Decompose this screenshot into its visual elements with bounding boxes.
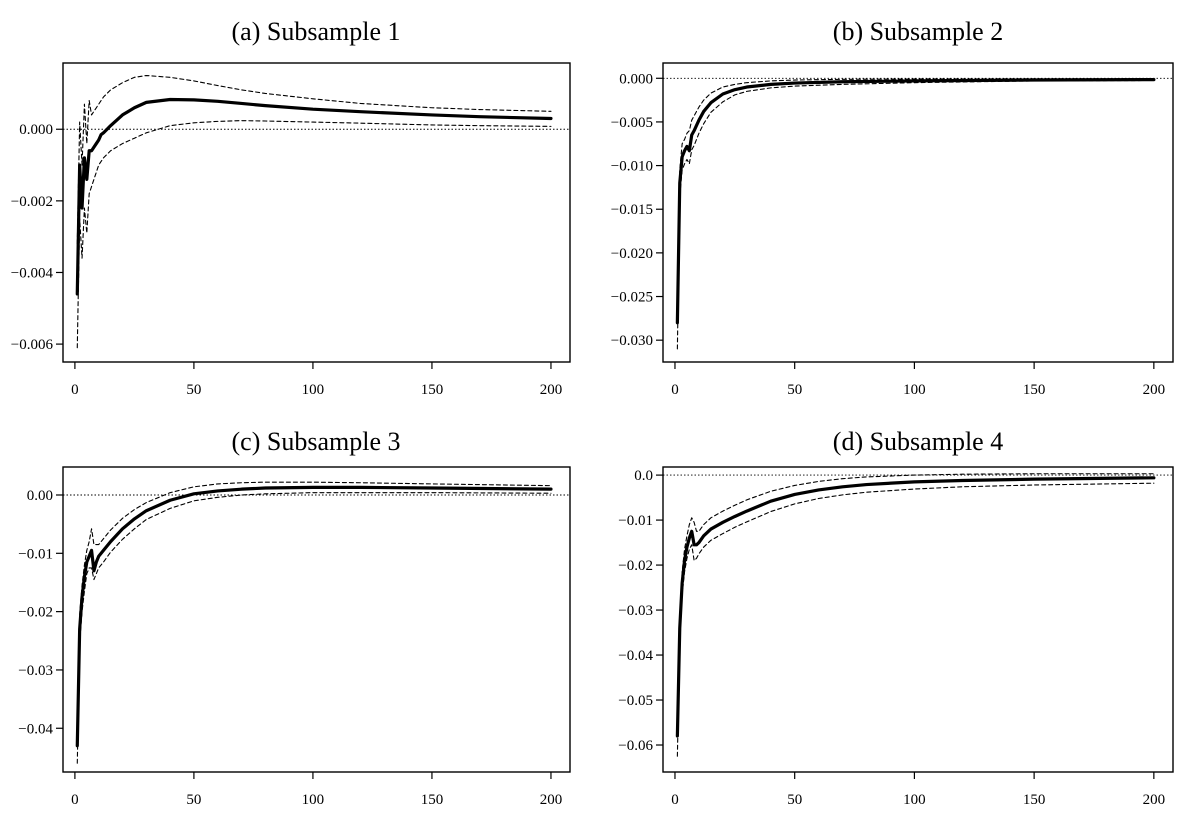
chart-b-x-tick-label: 200	[1143, 382, 1166, 398]
chart-c-title: (c) Subsample 3	[232, 427, 401, 456]
chart-c-x-tick-label: 150	[421, 792, 444, 808]
chart-b-series-lower-band	[676, 79, 1155, 350]
chart-d-y-tick-label: −0.04	[618, 648, 653, 664]
chart-c-x-tick-label: 50	[186, 792, 201, 808]
chart-a-y-tick-label: 0.000	[19, 122, 53, 138]
chart-c-x-tick-label: 0	[71, 792, 79, 808]
chart-d-series-upper-band	[676, 473, 1155, 724]
chart-d-series-estimate	[675, 476, 1156, 738]
chart-d-x-tick-label: 100	[903, 792, 926, 808]
chart-b-y-tick-label: −0.010	[611, 159, 653, 175]
chart-panel-c: (c) Subsample 3 0 50 100 150 200 −0.04 −0.03 −0.…	[0, 410, 600, 820]
chart-d-x-tick-label: 150	[1023, 792, 1045, 808]
chart-c-series-upper-band	[76, 481, 552, 735]
chart-d-y-tick-label: 0.0	[634, 468, 653, 484]
chart-b-series-upper-band	[676, 78, 1155, 302]
chart-a-y-tick-label: −0.006	[11, 337, 54, 353]
chart-b-x-tick-label: 50	[787, 382, 802, 398]
chart-d-y-tick-label: −0.05	[618, 693, 653, 709]
chart-d-svg: (d) Subsample 4 0 50 100 150 200 −0.06 −0.05 −0.…	[618, 427, 1174, 808]
chart-b-y-tick-label: 0.000	[619, 71, 653, 87]
chart-c-y-tick-label: −0.02	[18, 605, 53, 621]
chart-b-y-tick-label: −0.030	[611, 333, 653, 349]
chart-c-x-tick-label: 100	[302, 792, 325, 808]
chart-b-frame	[662, 62, 1174, 363]
chart-d-y-tick-label: −0.06	[618, 738, 653, 754]
chart-c-x-tick-label: 200	[540, 792, 563, 808]
chart-b-x-tick-label: 0	[671, 382, 679, 398]
chart-a-y-tick-label: −0.002	[11, 194, 53, 210]
chart-d-title: (d) Subsample 4	[833, 427, 1003, 456]
chart-b-svg: (b) Subsample 2 0 50 100 150 200 −0.030 −0.025 −…	[611, 17, 1174, 398]
chart-a-series-upper-band	[76, 74, 552, 245]
chart-c-y-tick-label: 0.00	[27, 488, 53, 504]
chart-d-y-tick-label: −0.03	[618, 603, 653, 619]
chart-b-y-tick-label: −0.025	[611, 290, 653, 306]
chart-a-title: (a) Subsample 1	[232, 17, 401, 46]
chart-d-y-tick-label: −0.01	[618, 513, 653, 529]
chart-a-series-lower-band	[76, 120, 552, 349]
chart-b-y-tick-label: −0.005	[611, 115, 653, 131]
chart-a-y-tick-label: −0.004	[11, 265, 54, 281]
chart-c-y-tick-label: −0.03	[18, 663, 53, 679]
chart-panel-d: (d) Subsample 4 0 50 100 150 200 −0.06 −0.05 −0.…	[590, 410, 1190, 820]
chart-c-frame	[62, 466, 571, 773]
chart-a-x-tick-label: 0	[71, 382, 79, 398]
chart-a-frame	[62, 62, 571, 363]
chart-b-y-tick-label: −0.020	[611, 246, 653, 262]
chart-b-title: (b) Subsample 2	[833, 17, 1003, 46]
chart-b-y-tick-label: −0.015	[611, 202, 653, 218]
chart-a-svg: (a) Subsample 1 0 50 100 150 200 −0.006 −0.004 −…	[11, 17, 571, 398]
chart-c-y-tick-label: −0.04	[18, 721, 53, 737]
chart-d-frame	[662, 466, 1174, 773]
chart-a-series-estimate	[75, 97, 553, 296]
chart-a-x-tick-label: 200	[540, 382, 563, 398]
chart-a-x-tick-label: 50	[186, 382, 201, 398]
chart-a-x-tick-label: 150	[421, 382, 444, 398]
chart-d-x-tick-label: 200	[1143, 792, 1166, 808]
chart-b-series-estimate	[675, 77, 1156, 325]
chart-panel-a: (a) Subsample 1 0 50 100 150 200 −0.006 −0.004 −…	[0, 0, 600, 410]
chart-c-y-tick-label: −0.01	[18, 546, 53, 562]
chart-panel-b: (b) Subsample 2 0 50 100 150 200 −0.030 −0.025 −…	[590, 0, 1190, 410]
chart-c-svg: (c) Subsample 3 0 50 100 150 200 −0.04 −0.03 −0.…	[18, 427, 571, 808]
chart-d-series-lower-band	[676, 482, 1155, 757]
chart-d-y-tick-label: −0.02	[618, 558, 653, 574]
chart-c-series-estimate	[75, 485, 553, 748]
chart-d-x-tick-label: 0	[671, 792, 679, 808]
chart-b-x-tick-label: 150	[1023, 382, 1045, 398]
chart-c-series-lower-band	[76, 492, 552, 764]
chart-d-x-tick-label: 50	[787, 792, 802, 808]
chart-b-x-tick-label: 100	[903, 382, 926, 398]
chart-a-x-tick-label: 100	[302, 382, 325, 398]
